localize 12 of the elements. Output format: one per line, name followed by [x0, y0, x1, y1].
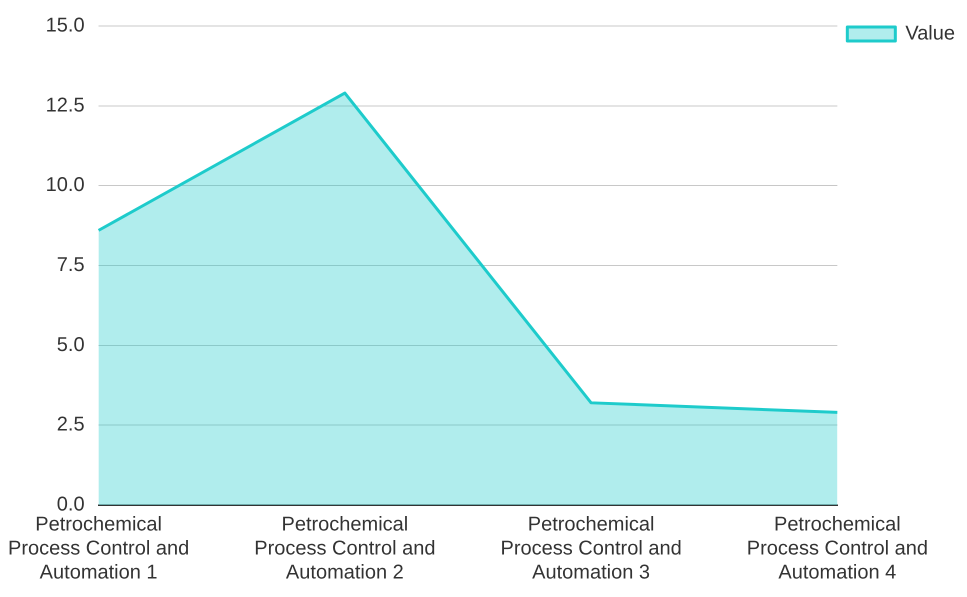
- x-tick-label: Petrochemical Process Control and Automation 4: [746, 514, 928, 584]
- y-tick-label: 7.5: [56, 254, 85, 276]
- y-tick-label: 0.0: [56, 494, 85, 516]
- y-tick-label: 5.0: [56, 334, 85, 356]
- legend-label: Value: [905, 22, 956, 45]
- x-tick-label: Petrochemical Process Control and Automation 1: [8, 514, 190, 584]
- y-tick-label: 15.0: [46, 14, 85, 37]
- y-tick-label: 12.5: [46, 94, 85, 116]
- x-tick-label: Petrochemical Process Control and Automation 3: [500, 514, 682, 584]
- y-tick-label: 10.0: [46, 174, 85, 196]
- y-tick-label: 2.5: [56, 414, 85, 436]
- x-tick-label: Petrochemical Process Control and Automation 2: [254, 514, 436, 584]
